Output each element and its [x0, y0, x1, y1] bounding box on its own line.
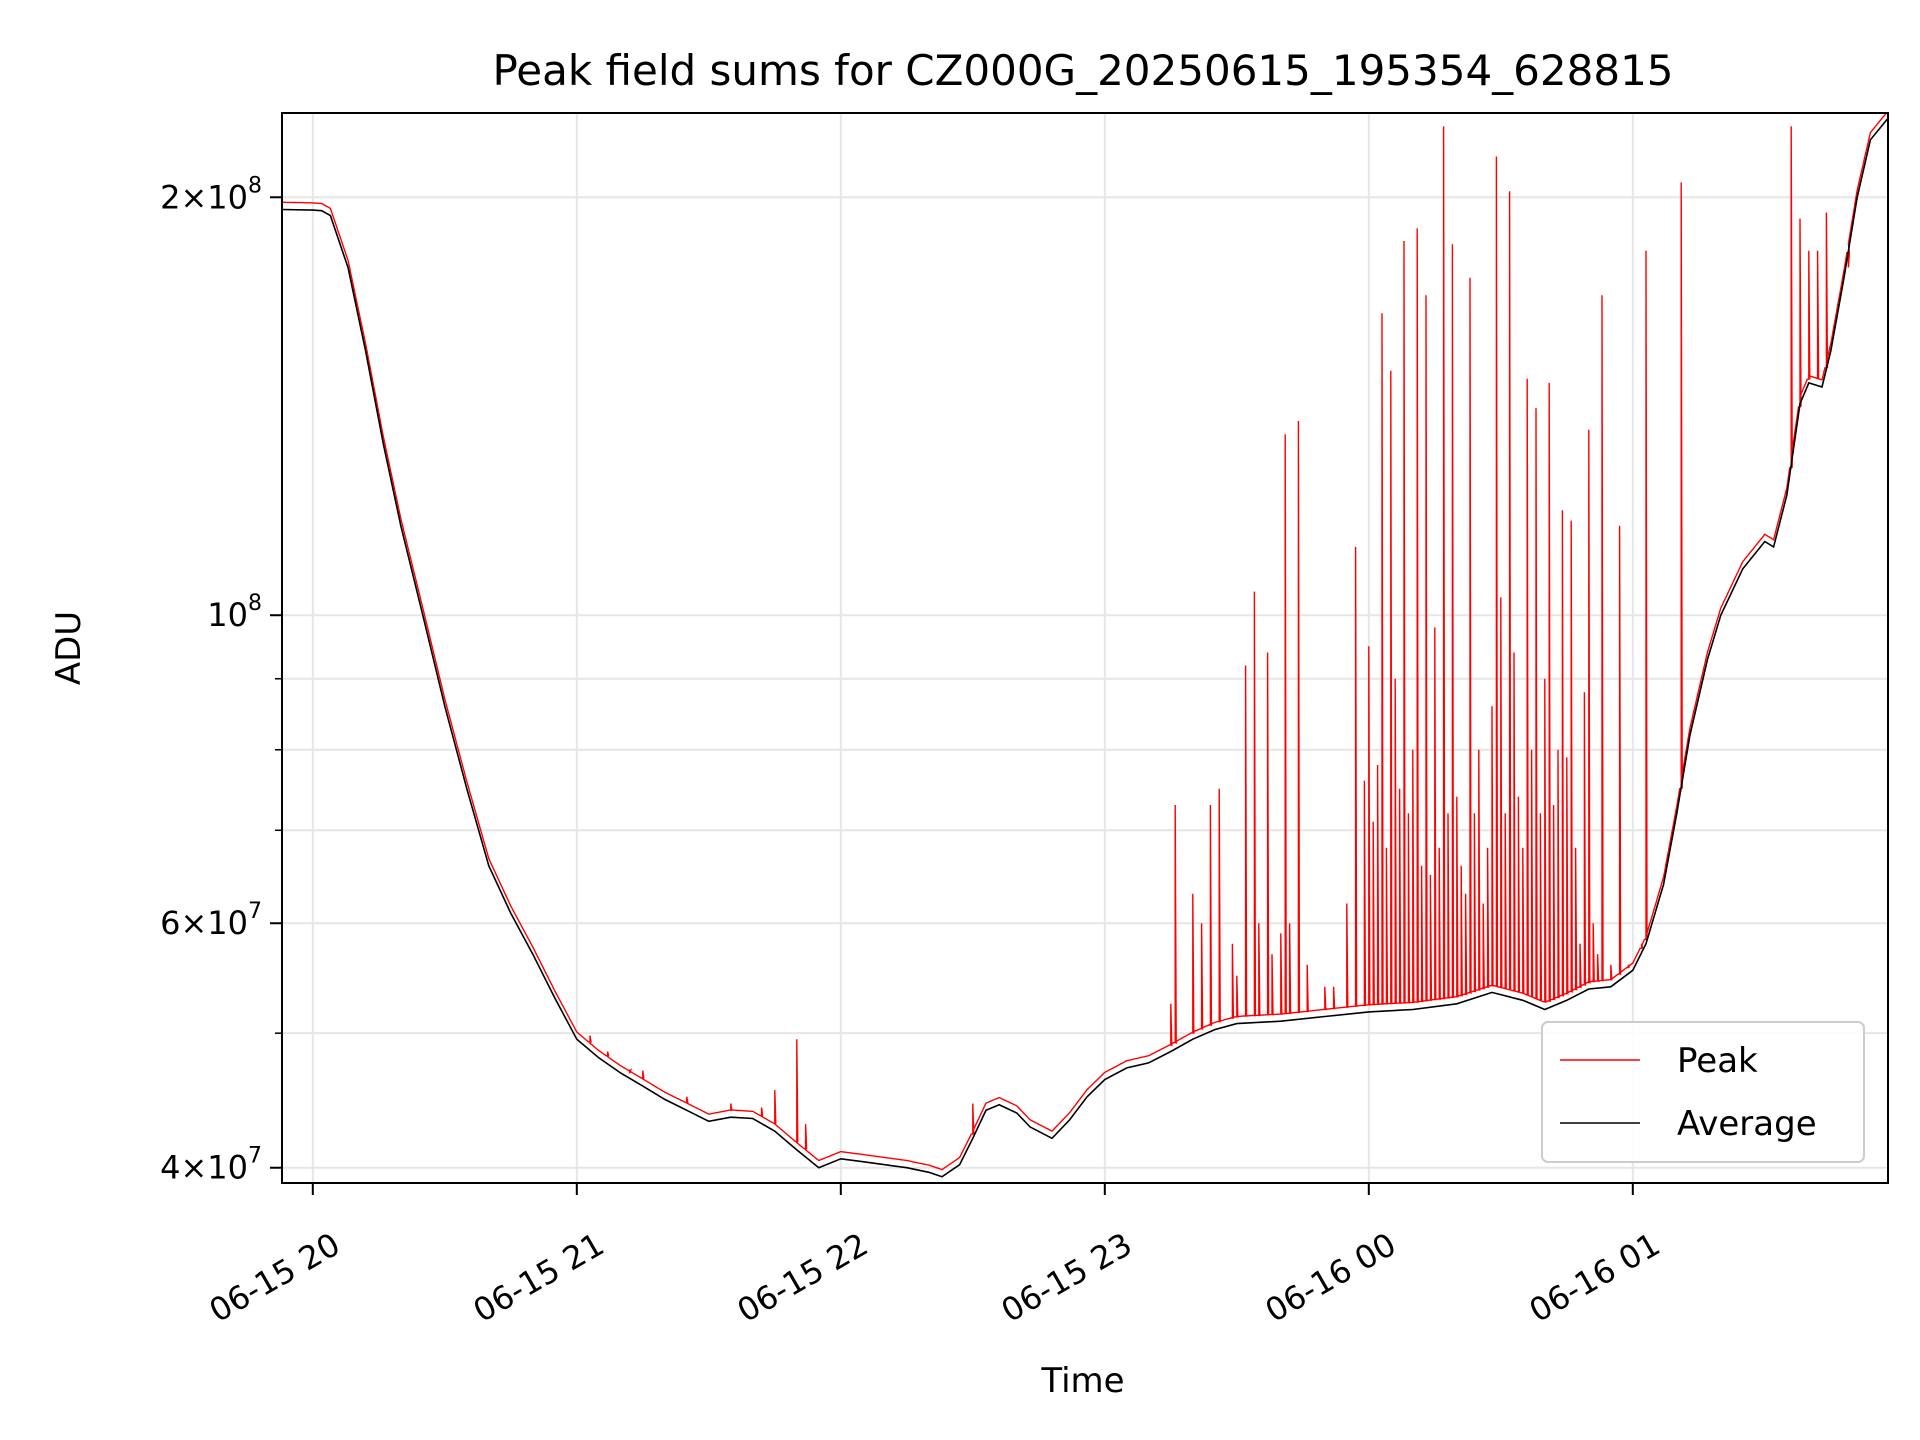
x-tick-label: 06-16 00 — [1259, 1225, 1403, 1330]
tick-layer: 4×107 6×107 108 2×108 06-15 20 06-15 21 06-15 … — [160, 173, 1666, 1330]
y-tick-label: 4×107 — [160, 1144, 262, 1187]
plot-frame — [281, 112, 1889, 1184]
average-series-line — [282, 117, 1888, 1178]
y-tick-label: 6×107 — [160, 899, 262, 942]
peak-series-line — [282, 113, 1888, 1171]
x-axis-label: Time — [1040, 1361, 1124, 1401]
x-tick-label: 06-15 23 — [995, 1225, 1139, 1330]
series-layer — [282, 113, 1888, 1178]
chart-legend: Peak Average — [1541, 1021, 1865, 1163]
y-axis-label: ADU — [49, 611, 89, 685]
x-tick-label: 06-15 21 — [467, 1225, 611, 1330]
y-tick-label: 108 — [207, 591, 262, 634]
chart-title: Peak field sums for CZ000G_20250615_1953… — [492, 46, 1673, 95]
x-tick-label: 06-15 20 — [203, 1225, 347, 1330]
legend-label: Average — [1677, 1104, 1817, 1144]
x-tick-label: 06-16 01 — [1523, 1225, 1667, 1330]
y-tick-label: 2×108 — [160, 173, 262, 216]
x-tick-label: 06-15 22 — [731, 1225, 875, 1330]
legend-label: Peak — [1677, 1041, 1758, 1081]
legend-box — [1541, 1021, 1865, 1163]
